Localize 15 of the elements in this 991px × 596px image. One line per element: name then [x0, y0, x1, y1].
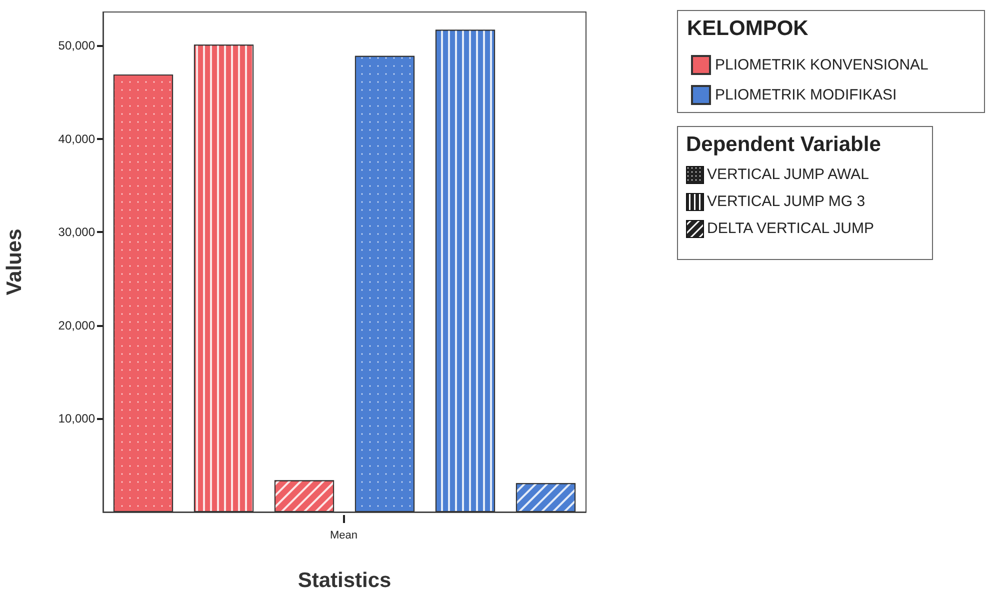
text: VERTICAL JUMP MG 3	[707, 193, 866, 210]
text: Mean	[330, 530, 358, 542]
text: Dependent Variable	[686, 133, 882, 157]
text: DELTA VERTICAL JUMP	[707, 220, 874, 237]
legend-label: PLIOMETRIK MODIFIKASI	[715, 86, 897, 104]
y-tick-label: 30,000	[58, 225, 96, 240]
text: VERTICAL JUMP AWAL	[707, 166, 869, 183]
legend-label: PLIOMETRIK KONVENSIONAL	[715, 56, 928, 74]
legend-title: KELOMPOK	[687, 17, 808, 40]
y-tick-label: 50,000	[58, 38, 96, 53]
y-axis-title: Values	[3, 228, 26, 296]
y-tick-label: 20,000	[58, 318, 96, 332]
y-tick-label: 10,000	[58, 412, 96, 426]
x-axis-title: Statistics	[298, 569, 392, 592]
y-tick-label: 40,000	[58, 132, 96, 146]
